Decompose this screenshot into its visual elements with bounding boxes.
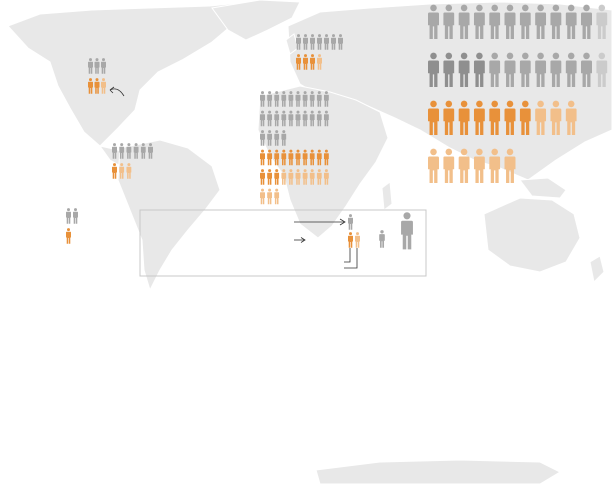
person-icon [274,169,280,185]
person-icon [66,208,71,224]
person-icon [443,148,455,184]
australia-landmass [483,197,581,273]
oceania-pacific-icon-group [66,208,78,244]
person-icon [274,188,280,205]
person-icon [267,188,273,205]
person-icon [267,169,273,185]
legend-box [139,209,427,277]
new-zealand-landmass [589,255,605,284]
person-icon [260,149,265,166]
southeast-asia-islands [519,177,567,199]
south-america-landmass [117,139,221,292]
person-icon [260,169,265,185]
madagascar-landmass [381,181,393,211]
person-icon [112,163,117,179]
greenland-landmass [211,0,301,41]
north-america-arrow [109,86,125,97]
person-icon [428,148,439,184]
antarctica-landmass [315,459,562,484]
legend-person-icon [401,212,413,250]
world-map [7,0,613,484]
legend-icons [348,212,413,250]
legend-leader-lines [294,218,358,269]
legend-person-icon [379,230,385,248]
person-icon [73,208,78,224]
legend [139,209,427,277]
legend-person-icon [348,214,353,230]
legend-person-icon [348,232,353,248]
person-icon [66,228,71,244]
person-icon [260,188,265,205]
north-america-landmass [7,1,252,147]
legend-person-icon [355,232,360,248]
